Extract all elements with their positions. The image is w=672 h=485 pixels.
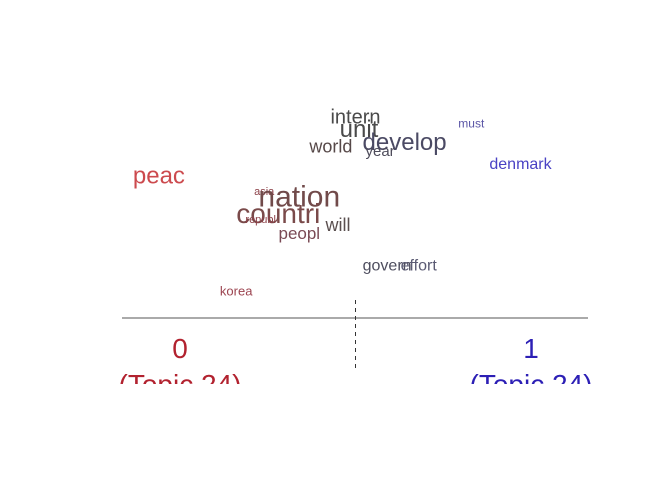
word-point-peopl: peopl bbox=[278, 224, 320, 243]
word-point-world: world bbox=[308, 136, 352, 156]
word-point-nation: nation bbox=[258, 181, 340, 214]
word-point-unit: unit bbox=[340, 116, 379, 143]
word-point-peac: peac bbox=[133, 163, 185, 190]
word-point-develop: develop bbox=[363, 129, 447, 156]
word-point-will: will bbox=[325, 215, 351, 235]
x-tick-sublabel-1: (Topic 24) bbox=[470, 369, 593, 400]
x-tick-label-1: 1 bbox=[523, 333, 539, 364]
word-point-effort: effort bbox=[401, 258, 438, 275]
word-point-govern: govern bbox=[363, 258, 412, 275]
word-point-must: must bbox=[458, 117, 485, 131]
word-point-asia: asia bbox=[254, 186, 275, 198]
x-tick-labels: 0 (Topic 24) 1 (Topic 24) bbox=[119, 333, 593, 400]
word-point-republ: republ bbox=[245, 214, 276, 226]
word-point-year: year bbox=[366, 143, 395, 160]
word-point-intern: intern bbox=[330, 106, 380, 128]
word-point-korea: korea bbox=[220, 283, 253, 298]
word-point-countri: countri bbox=[236, 198, 320, 229]
word-point-denmark: denmark bbox=[489, 156, 552, 173]
x-tick-label-0: 0 bbox=[172, 333, 188, 364]
x-tick-sublabel-0: (Topic 24) bbox=[119, 369, 242, 400]
